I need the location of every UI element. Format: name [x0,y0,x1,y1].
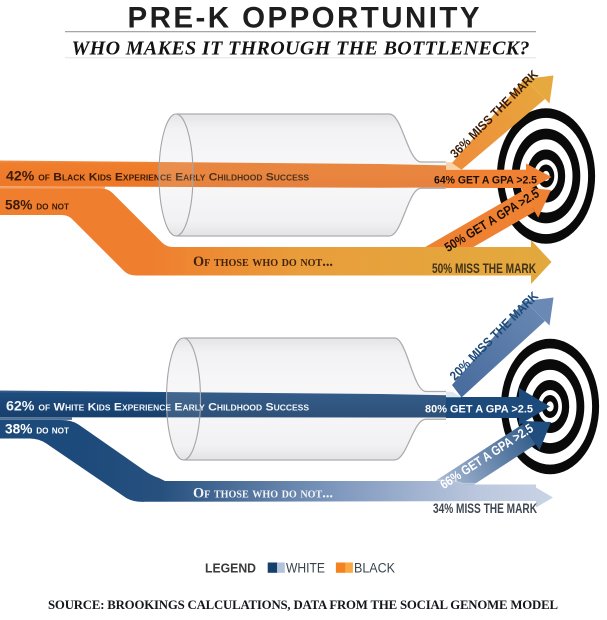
svg-text:LEGEND: LEGEND [205,561,256,576]
svg-text:38% do not: 38% do not [5,422,69,437]
svg-text:BLACK: BLACK [354,561,395,576]
svg-text:50% MISS THE MARK: 50% MISS THE MARK [432,261,536,276]
svg-text:PRE-K OPPORTUNITY: PRE-K OPPORTUNITY [128,2,480,35]
svg-text:62% of White Kids Experience E: 62% of White Kids Experience Early Child… [6,399,310,414]
svg-text:58% do not: 58% do not [5,198,69,213]
svg-text:SOURCE: BROOKINGS CALCULATIONS: SOURCE: BROOKINGS CALCULATIONS, DATA FRO… [48,598,558,612]
svg-text:Of those who do not...: Of those who do not... [193,486,333,502]
svg-text:64% GET A GPA >2.5: 64% GET A GPA >2.5 [434,174,537,186]
svg-text:34% MISS THE MARK: 34% MISS THE MARK [433,501,537,516]
svg-text:WHITE: WHITE [286,561,325,576]
svg-text:Of those who do not...: Of those who do not... [193,254,333,270]
svg-text:WHO MAKES IT THROUGH THE BOTTL: WHO MAKES IT THROUGH THE BOTTLENECK? [72,38,530,60]
svg-text:80% GET A GPA >2.5: 80% GET A GPA >2.5 [425,403,533,415]
